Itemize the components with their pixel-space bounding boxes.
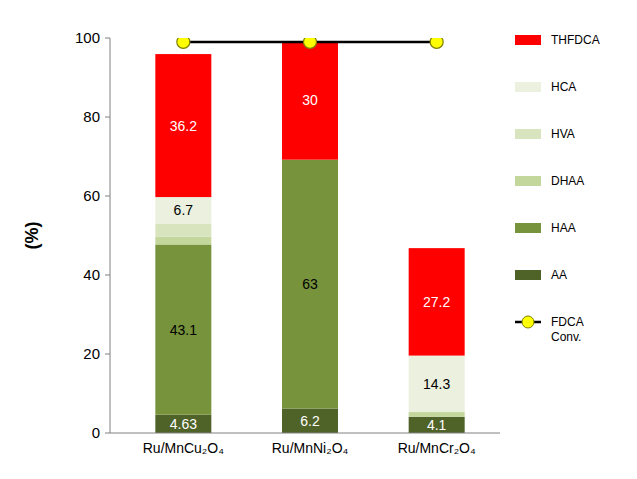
bar-segment bbox=[155, 197, 211, 223]
legend-label: FDCAConv. bbox=[551, 315, 584, 344]
data-label: 63 bbox=[302, 276, 318, 292]
y-tick bbox=[105, 354, 110, 355]
y-tick bbox=[105, 275, 110, 276]
legend-label: DHAA bbox=[551, 174, 584, 188]
data-label: 4.1 bbox=[427, 417, 447, 433]
legend-swatch bbox=[515, 35, 541, 45]
legend-swatch bbox=[515, 129, 541, 139]
bar-segment bbox=[155, 244, 211, 414]
legend-label: AA bbox=[551, 268, 567, 282]
legend: THFDCA HCA HVA DHAA HAA AA FDCAConv. bbox=[515, 33, 600, 344]
legend-swatch bbox=[515, 223, 541, 233]
legend-label: HCA bbox=[551, 80, 576, 94]
legend-swatch bbox=[522, 316, 534, 328]
data-label: 4.63 bbox=[170, 416, 197, 432]
data-label: 30 bbox=[302, 92, 318, 108]
y-tick bbox=[105, 117, 110, 118]
legend-swatch bbox=[515, 176, 541, 186]
line-marker bbox=[177, 38, 190, 48]
chart: 4.63 6.2 4.1 43.1 63 6.7 14.3 36.2 30 27.2 0 20 40 60… bbox=[0, 0, 637, 479]
legend-swatch bbox=[515, 270, 541, 280]
x-tick-label: Ru/MnCu₂O₄ bbox=[143, 440, 224, 456]
data-label: 6.7 bbox=[174, 202, 194, 218]
x-axis-line bbox=[110, 433, 500, 434]
data-label: 43.1 bbox=[170, 322, 197, 338]
line-marker bbox=[430, 38, 443, 48]
x-tick-label: Ru/MnCr₂O₄ bbox=[398, 440, 476, 456]
data-label: 36.2 bbox=[170, 118, 197, 134]
data-labels: 4.63 6.2 4.1 43.1 63 6.7 14.3 36.2 30 27.2 bbox=[170, 92, 451, 432]
legend-label: HAA bbox=[551, 221, 576, 235]
axes: 0 20 40 60 80 100 Ru/MnCu₂O₄ Ru/MnNi₂O₄ Ru/MnCr₂… bbox=[75, 29, 500, 456]
y-tick bbox=[105, 196, 110, 197]
x-tick-label: Ru/MnNi₂O₄ bbox=[272, 440, 349, 456]
y-axis-line bbox=[110, 38, 111, 433]
legend-swatch bbox=[515, 82, 541, 92]
y-tick-label: 80 bbox=[83, 108, 100, 125]
data-label: 14.3 bbox=[423, 376, 450, 392]
bar-segment bbox=[409, 248, 465, 355]
legend-label: THFDCA bbox=[551, 33, 600, 47]
bar-segment bbox=[282, 409, 338, 433]
legend-label-line: Conv. bbox=[551, 330, 581, 344]
bar-segment bbox=[409, 356, 465, 412]
bar-segment bbox=[155, 415, 211, 433]
bar-segment bbox=[409, 417, 465, 433]
bar-segment bbox=[155, 54, 211, 197]
y-tick-label: 60 bbox=[83, 187, 100, 204]
data-label: 6.2 bbox=[300, 413, 320, 429]
y-axis-label: (%) bbox=[22, 222, 42, 250]
bar-segment bbox=[155, 224, 211, 237]
y-tick-label: 40 bbox=[83, 266, 100, 283]
plot-area bbox=[155, 38, 464, 433]
y-tick bbox=[105, 433, 110, 434]
y-tick-label: 100 bbox=[75, 29, 100, 46]
bar-segment bbox=[155, 237, 211, 245]
y-tick bbox=[105, 38, 110, 39]
data-label: 27.2 bbox=[423, 294, 450, 310]
y-tick-label: 20 bbox=[83, 345, 100, 362]
line-marker bbox=[304, 38, 317, 48]
bar-segment bbox=[282, 41, 338, 160]
bar-segment bbox=[282, 160, 338, 409]
y-tick-label: 0 bbox=[92, 424, 100, 441]
legend-label: HVA bbox=[551, 127, 575, 141]
legend-label-line: FDCA bbox=[551, 315, 584, 329]
